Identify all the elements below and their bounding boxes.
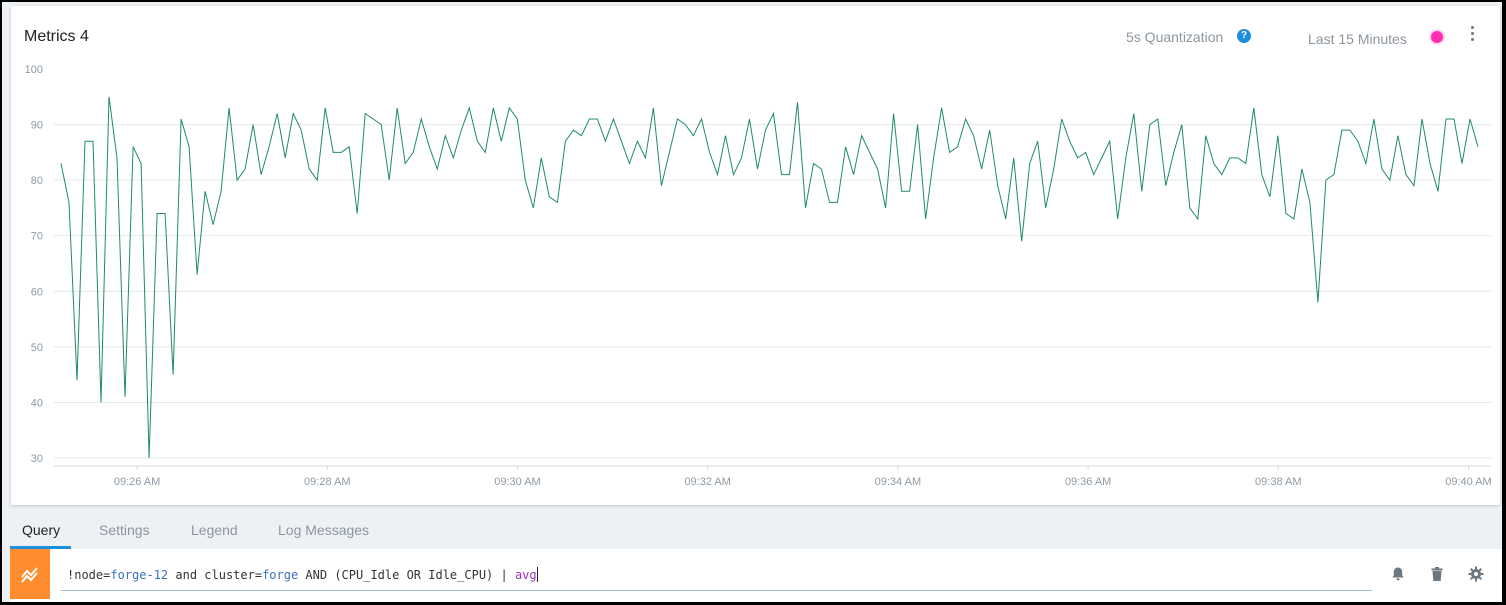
panel-title: Metrics 4 (24, 28, 89, 45)
trash-icon[interactable] (1429, 566, 1445, 582)
more-vertical-icon[interactable] (1469, 26, 1475, 46)
x-tick-label: 09:32 AM (684, 476, 730, 488)
tab-log-messages[interactable]: Log Messages (278, 522, 370, 538)
x-tick-label: 09:30 AM (494, 476, 540, 488)
x-tick-label: 09:40 AM (1445, 476, 1491, 488)
tab-legend[interactable]: Legend (191, 522, 238, 538)
y-tick-label: 90 (31, 120, 43, 132)
query-operator: avg (514, 568, 537, 582)
y-tick-label: 60 (31, 286, 43, 298)
tab-bar: Query Settings Legend Log Messages (2, 512, 1502, 550)
x-tick-label: 09:38 AM (1255, 476, 1301, 488)
bell-icon[interactable] (1390, 566, 1406, 582)
y-tick-label: 100 (25, 64, 43, 76)
time-range-selector[interactable]: Last 15 Minutes (1308, 31, 1407, 47)
line-chart: 30 40 50 60 70 80 90 100 09:26 AM 09:28 AM 09:30 A… (25, 64, 1492, 488)
metrics-icon[interactable] (10, 549, 50, 599)
x-tick-label: 09:36 AM (1065, 476, 1111, 488)
help-icon[interactable]: ? (1237, 29, 1251, 43)
y-tick-label: 30 (31, 453, 43, 465)
x-tick-label: 09:26 AM (114, 476, 160, 488)
series-line (60, 96, 1479, 459)
active-tab-indicator (10, 546, 71, 549)
query-input-underline (61, 590, 1372, 591)
query-input[interactable]: !node=forge-12 and cluster=forge AND (CP… (67, 567, 538, 582)
y-tick-label: 50 (31, 342, 43, 354)
tab-query[interactable]: Query (22, 522, 61, 538)
quantization-selector[interactable]: 5s Quantization (1126, 29, 1224, 45)
metrics-panel: Metrics 4 5s Quantization ? Last 15 Minu… (11, 6, 1500, 505)
tab-settings[interactable]: Settings (99, 522, 150, 538)
query-cluster-value: forge (262, 568, 299, 582)
gear-icon[interactable] (1468, 566, 1484, 582)
query-node-value: forge-12 (110, 568, 169, 582)
x-tick-label: 09:34 AM (875, 476, 921, 488)
y-tick-label: 40 (31, 397, 43, 409)
y-tick-label: 70 (31, 231, 43, 243)
y-tick-label: 80 (31, 175, 43, 187)
series-color-indicator[interactable] (1431, 31, 1443, 43)
query-row: !node=forge-12 and cluster=forge AND (CP… (10, 549, 1502, 602)
x-tick-label: 09:28 AM (304, 476, 350, 488)
